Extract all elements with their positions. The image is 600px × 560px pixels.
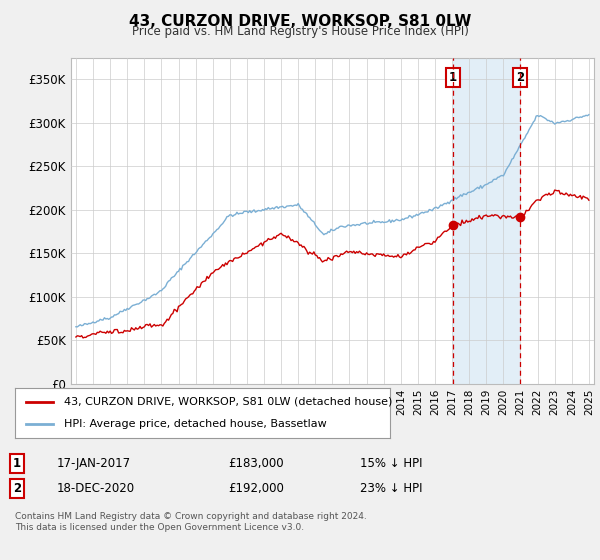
Text: Price paid vs. HM Land Registry's House Price Index (HPI): Price paid vs. HM Land Registry's House … xyxy=(131,25,469,38)
Bar xyxy=(453,58,520,384)
Text: 15% ↓ HPI: 15% ↓ HPI xyxy=(360,457,422,470)
Text: 43, CURZON DRIVE, WORKSOP, S81 0LW (detached house): 43, CURZON DRIVE, WORKSOP, S81 0LW (deta… xyxy=(64,396,392,407)
Text: HPI: Average price, detached house, Bassetlaw: HPI: Average price, detached house, Bass… xyxy=(64,419,326,430)
Text: 43, CURZON DRIVE, WORKSOP, S81 0LW: 43, CURZON DRIVE, WORKSOP, S81 0LW xyxy=(129,14,471,29)
Text: Contains HM Land Registry data © Crown copyright and database right 2024.
This d: Contains HM Land Registry data © Crown c… xyxy=(15,512,367,532)
Text: 23% ↓ HPI: 23% ↓ HPI xyxy=(360,482,422,495)
Text: 1: 1 xyxy=(13,457,21,470)
Text: 2: 2 xyxy=(516,71,524,84)
Text: £183,000: £183,000 xyxy=(228,457,284,470)
Text: 18-DEC-2020: 18-DEC-2020 xyxy=(57,482,135,495)
Text: 17-JAN-2017: 17-JAN-2017 xyxy=(57,457,131,470)
Text: 1: 1 xyxy=(449,71,457,84)
Text: £192,000: £192,000 xyxy=(228,482,284,495)
Text: 2: 2 xyxy=(13,482,21,495)
